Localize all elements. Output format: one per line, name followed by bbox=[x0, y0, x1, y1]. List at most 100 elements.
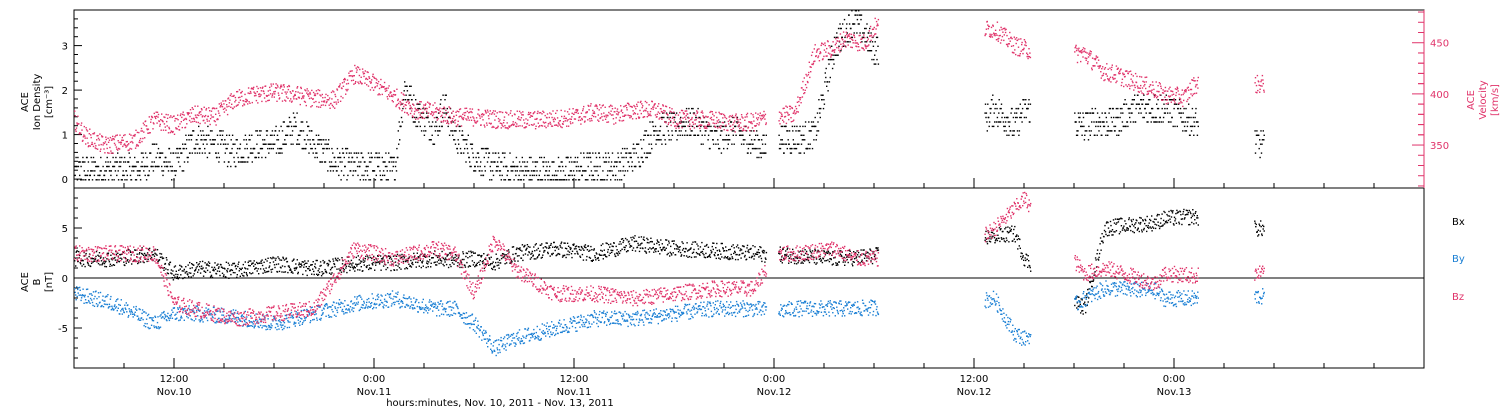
top-point bbox=[349, 75, 351, 77]
top-point bbox=[477, 113, 479, 115]
top-point bbox=[835, 54, 837, 56]
top-point bbox=[658, 103, 660, 105]
top-point bbox=[444, 120, 447, 122]
top-point bbox=[462, 118, 464, 121]
top-point bbox=[1196, 134, 1199, 136]
top-point bbox=[422, 111, 424, 113]
top-point bbox=[812, 125, 814, 128]
top-point bbox=[164, 126, 166, 128]
bottom-point bbox=[206, 269, 209, 272]
top-point bbox=[355, 81, 357, 83]
top-point bbox=[1145, 103, 1148, 105]
top-point bbox=[588, 105, 590, 107]
top-point bbox=[275, 87, 278, 89]
top-point bbox=[193, 118, 195, 120]
top-point bbox=[544, 179, 546, 181]
bottom-point bbox=[198, 269, 200, 271]
top-point bbox=[561, 165, 564, 168]
bottom-point bbox=[229, 269, 232, 271]
top-point bbox=[687, 125, 689, 127]
top-point bbox=[1158, 82, 1161, 84]
top-point bbox=[258, 93, 261, 95]
top-point bbox=[995, 103, 997, 105]
top-point bbox=[296, 139, 299, 141]
top-point bbox=[204, 147, 206, 150]
top-point bbox=[556, 109, 558, 112]
top-point bbox=[437, 118, 439, 120]
top-point bbox=[583, 121, 586, 123]
bottom-point bbox=[267, 257, 269, 259]
top-point bbox=[865, 27, 867, 30]
top-point bbox=[104, 170, 106, 172]
bottom-point bbox=[282, 256, 284, 258]
top-point bbox=[465, 107, 468, 109]
top-point bbox=[297, 91, 299, 93]
top-point bbox=[831, 49, 834, 51]
top-point bbox=[141, 165, 144, 168]
top-point bbox=[381, 85, 383, 87]
top-point bbox=[1197, 121, 1199, 123]
top-point bbox=[1120, 84, 1123, 87]
top-point bbox=[740, 114, 743, 116]
top-point bbox=[870, 39, 872, 42]
top-point bbox=[765, 152, 767, 154]
top-point bbox=[1151, 81, 1154, 83]
top-point bbox=[229, 94, 231, 97]
top-point bbox=[1157, 99, 1159, 101]
top-point bbox=[631, 161, 633, 163]
top-point bbox=[417, 103, 420, 105]
top-point bbox=[412, 121, 415, 123]
top-point bbox=[1167, 102, 1169, 104]
top-point bbox=[111, 179, 113, 181]
bottom-point bbox=[113, 257, 115, 260]
bottom-point bbox=[295, 268, 297, 270]
top-point bbox=[1099, 66, 1101, 68]
top-point bbox=[737, 125, 740, 128]
top-point bbox=[868, 44, 870, 46]
top-point bbox=[145, 125, 148, 127]
bottom-point bbox=[224, 268, 226, 270]
bottom-point bbox=[362, 259, 364, 261]
bottom-point bbox=[312, 268, 314, 270]
top-point bbox=[174, 170, 176, 172]
top-point bbox=[286, 134, 289, 136]
top-point bbox=[181, 116, 183, 119]
top-point bbox=[590, 103, 592, 105]
top-point bbox=[315, 90, 318, 92]
top-point bbox=[281, 130, 284, 132]
bottom-point bbox=[365, 255, 367, 258]
top-point bbox=[816, 112, 819, 114]
top-point bbox=[245, 101, 247, 103]
top-point bbox=[804, 89, 806, 91]
top-point bbox=[782, 107, 784, 110]
top-point bbox=[1111, 130, 1113, 132]
top-point bbox=[114, 170, 117, 172]
top-point bbox=[579, 119, 582, 121]
top-point bbox=[427, 112, 430, 114]
top-point bbox=[1096, 112, 1099, 114]
top-point bbox=[708, 125, 710, 128]
top-point bbox=[1178, 97, 1181, 99]
top-point bbox=[867, 50, 869, 52]
top-point bbox=[1132, 121, 1134, 123]
bottom-point bbox=[274, 266, 276, 269]
top-point bbox=[1133, 89, 1135, 91]
bottom-point bbox=[333, 263, 336, 266]
top-point bbox=[762, 116, 765, 118]
top-point bbox=[751, 147, 754, 150]
top-point bbox=[1150, 84, 1152, 86]
top-point bbox=[1025, 42, 1027, 44]
top-point bbox=[605, 114, 607, 116]
top-point bbox=[1186, 87, 1189, 89]
top-point bbox=[105, 170, 107, 172]
top-point bbox=[107, 141, 110, 143]
bottom-point bbox=[251, 263, 253, 265]
top-point bbox=[1020, 38, 1022, 40]
top-point bbox=[583, 116, 585, 118]
top-point bbox=[134, 147, 137, 149]
top-point bbox=[1132, 75, 1134, 77]
top-point bbox=[269, 93, 272, 95]
top-point bbox=[1149, 99, 1151, 101]
top-point bbox=[100, 170, 102, 172]
top-point bbox=[306, 92, 308, 94]
